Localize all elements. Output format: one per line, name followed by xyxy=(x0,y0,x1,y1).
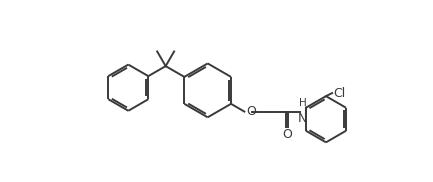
Text: O: O xyxy=(247,105,256,118)
Text: H: H xyxy=(299,98,307,108)
Text: N: N xyxy=(298,112,307,125)
Text: O: O xyxy=(282,128,292,141)
Text: Cl: Cl xyxy=(333,87,345,100)
